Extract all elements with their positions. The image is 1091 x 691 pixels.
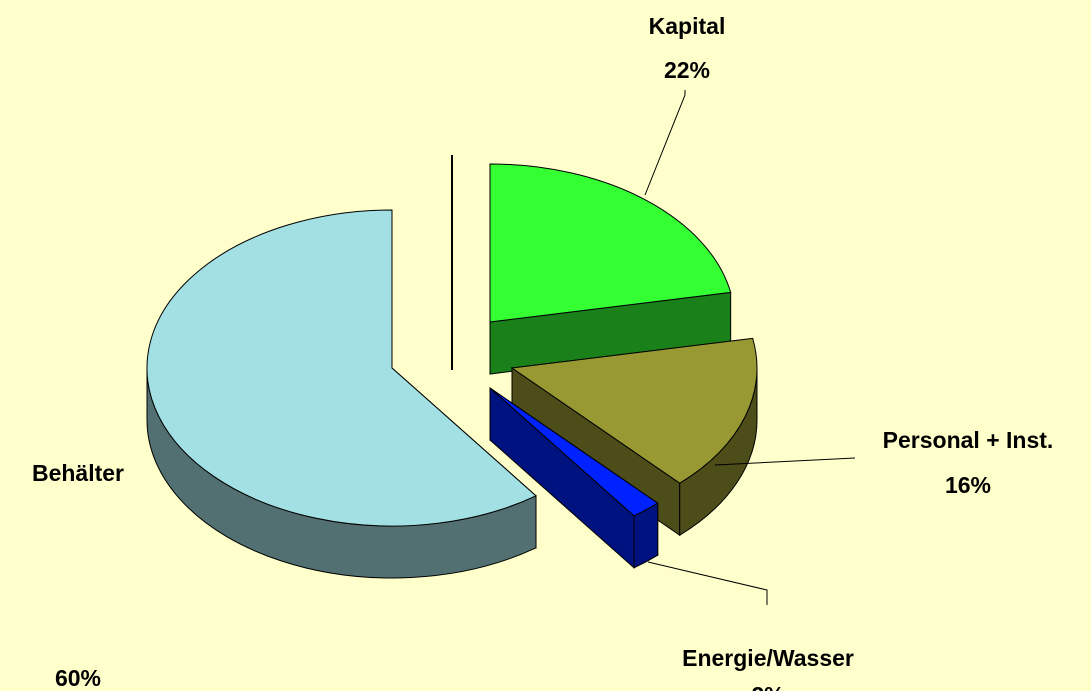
- slice-value-label: 22%: [664, 57, 710, 83]
- slice-value-label: 2%: [751, 682, 784, 691]
- slice-tops: [146, 163, 758, 527]
- slice: [489, 387, 659, 517]
- leader-line: [644, 90, 686, 196]
- leader-line: [714, 457, 856, 466]
- leader-line: [647, 561, 768, 605]
- slice: [510, 337, 758, 484]
- slice-label: Behälter: [32, 460, 124, 486]
- slice-label: Kapital: [649, 13, 726, 39]
- slice-value-label: 60%: [55, 665, 101, 691]
- pie: [146, 163, 758, 579]
- slice-value-label: 16%: [945, 472, 991, 498]
- slice: [146, 209, 537, 527]
- slice-label: Personal + Inst.: [883, 427, 1054, 453]
- slice-label: Energie/Wasser: [682, 645, 854, 671]
- slice: [489, 163, 732, 323]
